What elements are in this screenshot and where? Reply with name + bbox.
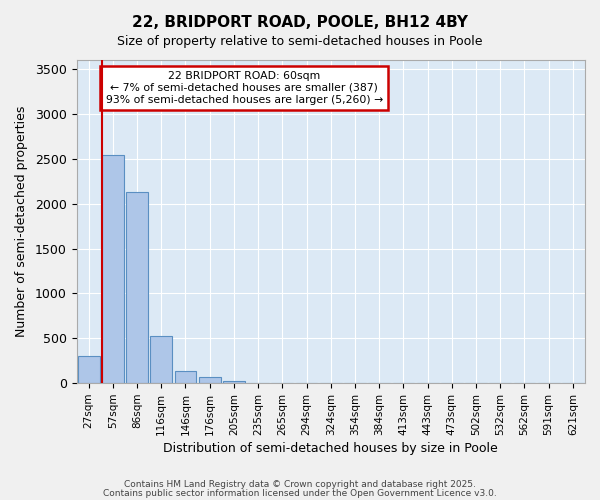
Text: Size of property relative to semi-detached houses in Poole: Size of property relative to semi-detach… [117,35,483,48]
Bar [151,336,172,383]
Bar [199,378,221,383]
Text: Contains public sector information licensed under the Open Government Licence v3: Contains public sector information licen… [103,488,497,498]
Text: 22, BRIDPORT ROAD, POOLE, BH12 4BY: 22, BRIDPORT ROAD, POOLE, BH12 4BY [132,15,468,30]
Bar [126,192,148,383]
Bar [223,380,245,383]
Bar [78,356,100,383]
Text: 22 BRIDPORT ROAD: 60sqm
← 7% of semi-detached houses are smaller (387)
93% of se: 22 BRIDPORT ROAD: 60sqm ← 7% of semi-det… [106,72,383,104]
Text: Contains HM Land Registry data © Crown copyright and database right 2025.: Contains HM Land Registry data © Crown c… [124,480,476,489]
X-axis label: Distribution of semi-detached houses by size in Poole: Distribution of semi-detached houses by … [163,442,498,455]
Bar [102,155,124,383]
Y-axis label: Number of semi-detached properties: Number of semi-detached properties [15,106,28,338]
Bar [175,370,196,383]
